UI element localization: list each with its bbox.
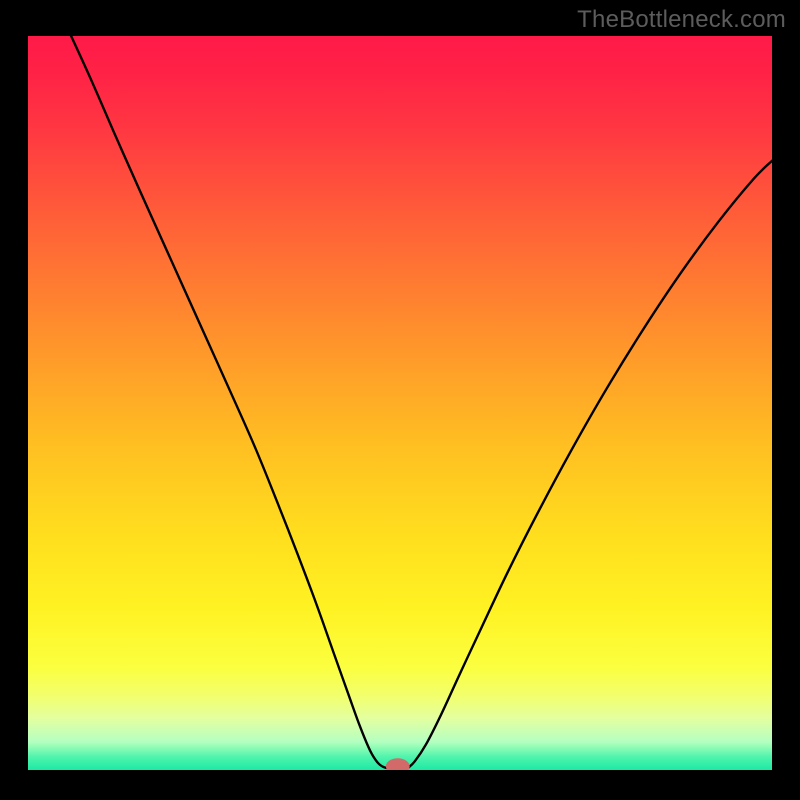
optimal-marker bbox=[386, 758, 410, 770]
curve-right-branch bbox=[407, 161, 772, 769]
watermark-text: TheBottleneck.com bbox=[577, 6, 786, 34]
chart-frame: TheBottleneck.com bbox=[0, 0, 800, 800]
curve-left-branch bbox=[71, 36, 389, 769]
bottleneck-curve bbox=[28, 36, 772, 770]
plot-area bbox=[28, 36, 772, 770]
